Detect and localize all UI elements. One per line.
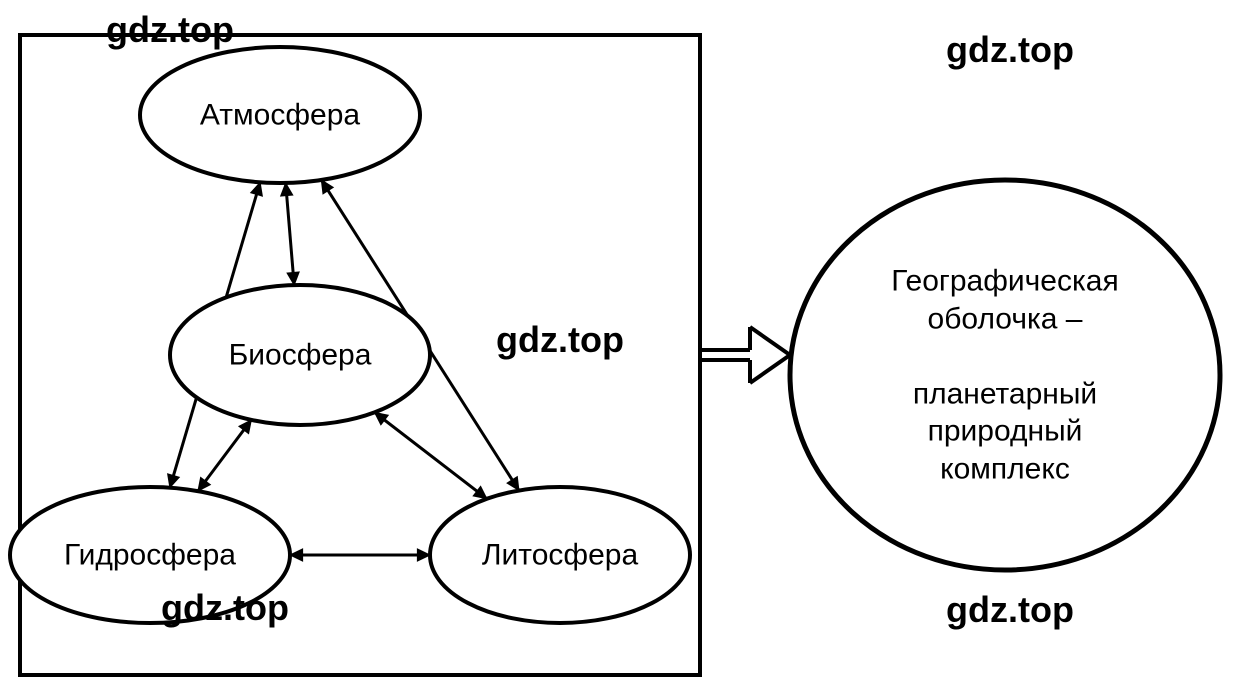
edge-atmosphere-biosphere xyxy=(281,183,300,285)
watermark: gdz.top xyxy=(161,587,289,629)
node-lithosphere-label: Литосфера xyxy=(482,536,638,574)
node-biosphere-label: Биосфера xyxy=(229,336,372,374)
node-atmosphere-label: Атмосфера xyxy=(200,96,360,134)
watermark: gdz.top xyxy=(946,29,1074,71)
edge-biosphere-hydrosphere xyxy=(198,420,251,491)
diagram-stage: Атмосфера Биосфера Гидросфера Литосфера Геог… xyxy=(0,0,1249,696)
node-result-label: Географическая оболочка – планетарный пр… xyxy=(891,263,1118,488)
watermark: gdz.top xyxy=(946,589,1074,631)
edge-biosphere-lithosphere xyxy=(375,412,487,498)
node-hydrosphere-label: Гидросфера xyxy=(64,536,236,574)
watermark: gdz.top xyxy=(496,319,624,361)
watermark: gdz.top xyxy=(106,9,234,51)
edge-hydrosphere-lithosphere xyxy=(290,549,430,561)
big-arrow xyxy=(700,327,790,383)
